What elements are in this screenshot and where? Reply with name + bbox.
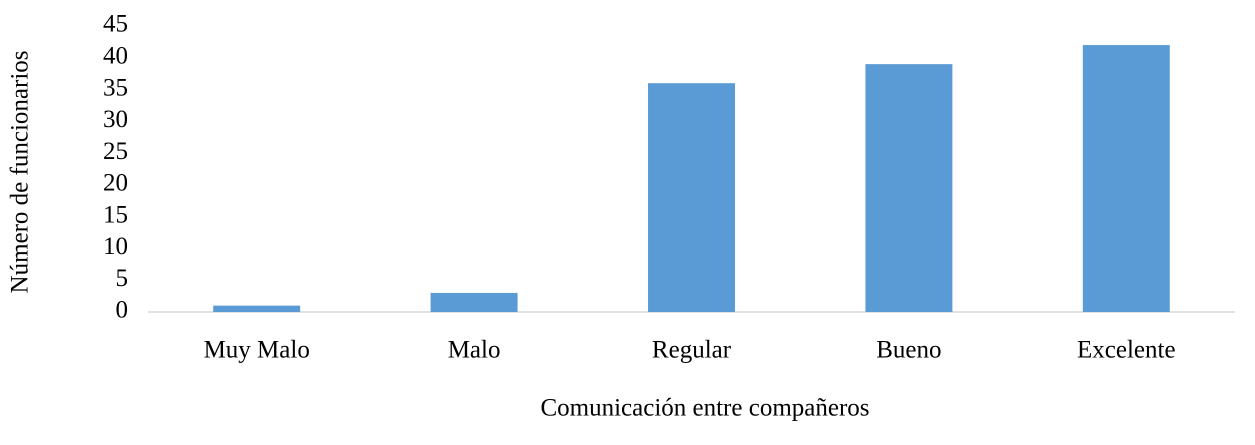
x-tick-label: Excelente bbox=[1077, 337, 1176, 364]
y-tick-label: 30 bbox=[103, 106, 128, 133]
x-tick-label: Regular bbox=[652, 337, 732, 364]
bar bbox=[1082, 45, 1170, 313]
y-tick-label: 25 bbox=[103, 138, 128, 165]
y-tick-label: 15 bbox=[103, 201, 128, 228]
bar bbox=[648, 83, 735, 312]
bar bbox=[430, 292, 518, 312]
y-tick-label: 10 bbox=[103, 233, 128, 260]
x-tick-label: Bueno bbox=[876, 337, 941, 364]
y-tick-label: 20 bbox=[103, 170, 128, 197]
y-tick-label: 0 bbox=[116, 297, 129, 324]
y-tick-label: 5 bbox=[116, 265, 129, 292]
bar bbox=[213, 305, 301, 312]
y-tick-label: 35 bbox=[103, 74, 128, 101]
y-tick-label: 45 bbox=[103, 11, 128, 38]
y-tick-label: 40 bbox=[103, 43, 128, 70]
bar bbox=[865, 64, 953, 312]
y-axis-label: Número de funcionarios bbox=[7, 51, 34, 294]
x-tick-label: Muy Malo bbox=[204, 337, 310, 364]
x-axis-label: Comunicación entre compañeros bbox=[540, 395, 869, 422]
x-tick-label: Malo bbox=[448, 337, 501, 364]
